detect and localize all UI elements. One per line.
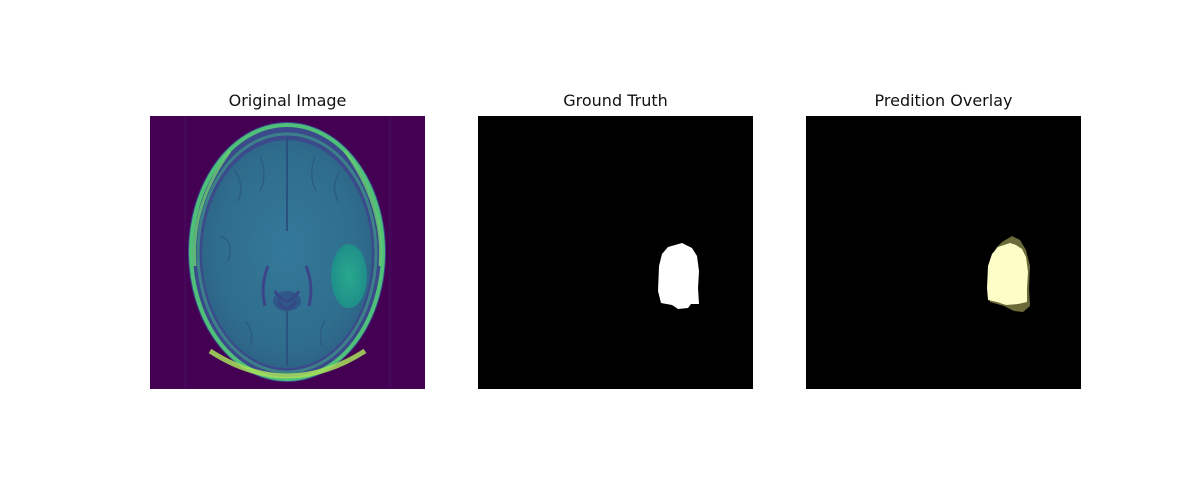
sulci	[219, 155, 341, 347]
mask-background	[478, 116, 753, 389]
prediction-overlay-region	[987, 243, 1028, 305]
panel-title: Original Image	[228, 91, 347, 110]
lesion	[331, 244, 367, 308]
panel-prediction-overlay: Predition Overlay	[806, 88, 1081, 389]
mask-background	[806, 116, 1081, 389]
mri-original-image	[150, 116, 425, 389]
panel-ground-truth: Ground Truth	[478, 88, 753, 389]
ground-truth-lesion-mask	[658, 243, 699, 309]
ground-truth-mask-image	[478, 116, 753, 389]
skull-ring	[189, 123, 385, 381]
panel-original-image: Original Image	[150, 88, 425, 389]
scan-artifacts	[183, 116, 392, 389]
brain-tissue	[202, 140, 372, 368]
prediction-overlay-image	[806, 116, 1081, 389]
panel-title: Predition Overlay	[874, 91, 1013, 110]
panel-title: Ground Truth	[563, 91, 668, 110]
